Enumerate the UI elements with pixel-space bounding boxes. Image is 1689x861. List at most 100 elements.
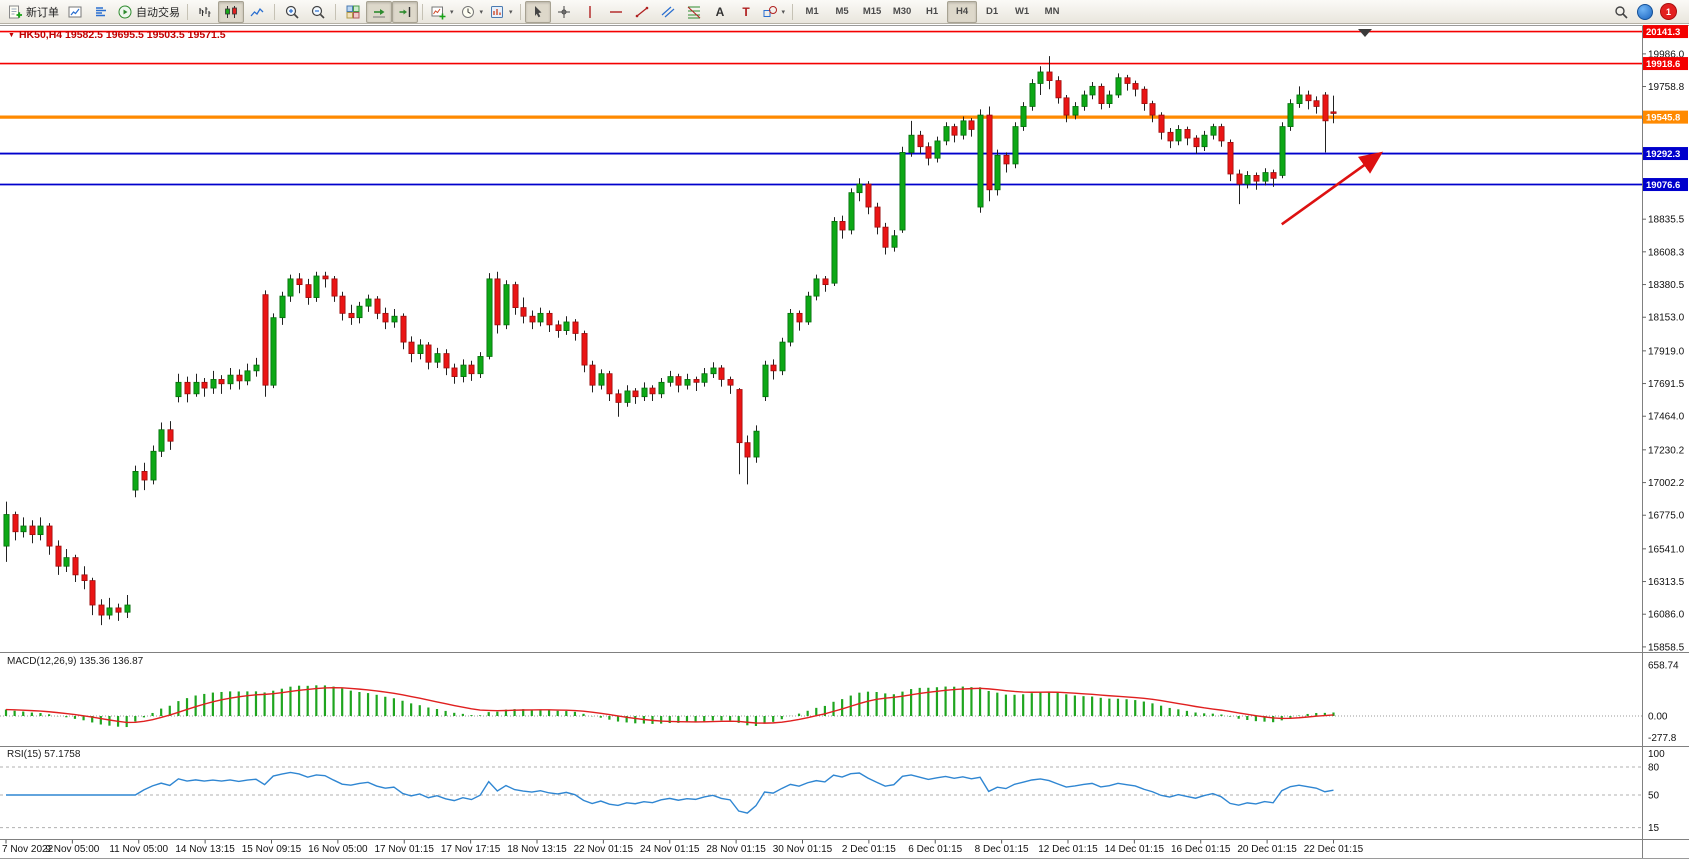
trendline-icon	[634, 4, 650, 20]
svg-text:19918.6: 19918.6	[1646, 59, 1680, 70]
trend-arrow-object[interactable]	[1281, 151, 1384, 226]
trendline-button[interactable]	[629, 1, 655, 23]
crosshair-button[interactable]	[551, 1, 577, 23]
svg-text:18608.3: 18608.3	[1648, 247, 1685, 258]
text-button[interactable]: A	[707, 1, 733, 23]
toolbar-separator	[519, 3, 521, 20]
notification-badge[interactable]: 1	[1660, 3, 1677, 20]
status-indicator-icon[interactable]	[1637, 3, 1653, 20]
timeframe-h4-button[interactable]: H4	[947, 0, 978, 23]
svg-text:0.00: 0.00	[1648, 712, 1668, 723]
svg-text:28 Nov 01:15: 28 Nov 01:15	[706, 844, 766, 855]
svg-text:A: A	[715, 5, 724, 19]
fibonacci-button[interactable]	[681, 1, 707, 23]
toolbar-separator	[187, 3, 188, 20]
arrows-icon	[762, 4, 778, 20]
new-order-button[interactable]: 新订单	[4, 1, 62, 23]
svg-text:14 Nov 13:15: 14 Nov 13:15	[175, 844, 235, 855]
equidistant-channel-icon	[660, 4, 676, 20]
svg-text:30 Nov 01:15: 30 Nov 01:15	[773, 844, 833, 855]
zoom-in-button[interactable]	[279, 1, 305, 23]
dropdown-caret-icon[interactable]: ▾	[479, 8, 484, 16]
chart-frame	[0, 24, 1689, 859]
timeframe-m15-button[interactable]: M15	[862, 6, 882, 17]
dropdown-caret-icon[interactable]: ▾	[509, 8, 513, 16]
svg-text:12 Dec 01:15: 12 Dec 01:15	[1038, 844, 1098, 855]
macd-axis: 658.74 0.00 -277.8	[1648, 661, 1679, 745]
svg-text:80: 80	[1648, 763, 1660, 774]
toolbar: 新订单 自动交易 ▾ ▾ ▾ A T ▾ M1 M5 M15 M30 H1 H4 D1 W1 MN 1	[0, 0, 1689, 24]
svg-text:-277.8: -277.8	[1648, 733, 1677, 744]
rsi-panel	[0, 766, 1642, 829]
cursor-button[interactable]	[524, 0, 551, 23]
new-order-label: 新订单	[26, 6, 59, 19]
vertical-line-button[interactable]	[577, 1, 603, 23]
market-depth-button[interactable]	[88, 1, 114, 23]
tile-windows-button[interactable]	[340, 1, 366, 23]
toolbar-separator	[274, 3, 275, 20]
chart-title-marker-icon: ▼	[8, 31, 15, 39]
svg-text:18835.5: 18835.5	[1648, 215, 1685, 226]
candlestick-chart-button[interactable]	[218, 0, 244, 23]
new-chart-button[interactable]: ▾	[427, 1, 457, 23]
dropdown-caret-icon[interactable]: ▾	[450, 8, 454, 16]
svg-text:18 Nov 13:15: 18 Nov 13:15	[507, 844, 567, 855]
svg-text:6 Dec 01:15: 6 Dec 01:15	[908, 844, 962, 855]
svg-text:658.74: 658.74	[1648, 661, 1679, 672]
chart-window-icon	[67, 4, 83, 20]
svg-text:18380.5: 18380.5	[1648, 280, 1685, 291]
autotrade-label: 自动交易	[136, 6, 180, 19]
horizontal-line-button[interactable]	[603, 1, 629, 23]
template-button[interactable]: ▾	[486, 1, 516, 23]
period-button[interactable]: ▾	[457, 1, 487, 23]
arrows-button[interactable]: ▾	[759, 1, 789, 23]
svg-text:7 Nov 2022: 7 Nov 2022	[2, 844, 54, 855]
timeframe-m30-button[interactable]: M30	[892, 6, 912, 17]
autotrade-icon	[117, 4, 133, 20]
line-chart-icon	[249, 4, 265, 20]
crosshair-icon	[556, 4, 572, 20]
chart-window-button[interactable]	[62, 1, 88, 23]
timeframe-h1-button[interactable]: H1	[925, 6, 939, 17]
chart-title-text: HK50,H4 19582.5 19695.5 19503.5 19571.5	[18, 29, 226, 41]
svg-text:16086.0: 16086.0	[1648, 610, 1685, 621]
timeframe-m1-button[interactable]: M1	[805, 6, 819, 17]
svg-text:16 Nov 05:00: 16 Nov 05:00	[308, 844, 368, 855]
svg-text:17691.5: 17691.5	[1648, 379, 1685, 390]
chart-shift-marker[interactable]	[1358, 29, 1372, 37]
zoom-in-icon	[284, 4, 300, 20]
svg-text:19292.3: 19292.3	[1646, 149, 1680, 160]
toolbar-separator	[335, 3, 336, 20]
svg-text:19545.8: 19545.8	[1646, 113, 1680, 124]
text-label-button[interactable]: T	[733, 1, 759, 23]
chart-title: ▼ HK50,H4 19582.5 19695.5 19503.5 19571.…	[8, 29, 226, 41]
cursor-icon	[530, 4, 546, 20]
svg-text:2 Dec 01:15: 2 Dec 01:15	[842, 844, 896, 855]
svg-text:16775.0: 16775.0	[1648, 511, 1685, 522]
search-button[interactable]	[1608, 1, 1634, 23]
timeframe-m5-button[interactable]: M5	[835, 6, 849, 17]
auto-scroll-button[interactable]	[366, 0, 392, 23]
svg-text:24 Nov 01:15: 24 Nov 01:15	[640, 844, 700, 855]
autotrade-button[interactable]: 自动交易	[114, 1, 183, 23]
line-chart-button[interactable]	[244, 1, 270, 23]
zoom-out-button[interactable]	[305, 1, 331, 23]
chart-shift-button[interactable]	[392, 0, 418, 23]
text-label-icon: T	[738, 4, 754, 20]
svg-text:17 Nov 01:15: 17 Nov 01:15	[374, 844, 434, 855]
candlesticks	[3, 56, 1337, 626]
timeframe-w1-button[interactable]: W1	[1014, 6, 1030, 17]
dropdown-caret-icon[interactable]: ▾	[781, 8, 786, 16]
bar-chart-button[interactable]	[192, 1, 218, 23]
timeframe-mn-button[interactable]: MN	[1044, 6, 1060, 17]
equidistant-channel-button[interactable]	[655, 1, 681, 23]
svg-text:18153.0: 18153.0	[1648, 313, 1685, 324]
svg-text:9 Nov 05:00: 9 Nov 05:00	[45, 844, 99, 855]
svg-text:50: 50	[1648, 791, 1660, 802]
svg-text:19986.0: 19986.0	[1648, 49, 1685, 60]
timeframe-d1-button[interactable]: D1	[985, 6, 999, 17]
svg-text:22 Nov 01:15: 22 Nov 01:15	[574, 844, 634, 855]
horizontal-line-objects[interactable]	[0, 30, 1642, 186]
